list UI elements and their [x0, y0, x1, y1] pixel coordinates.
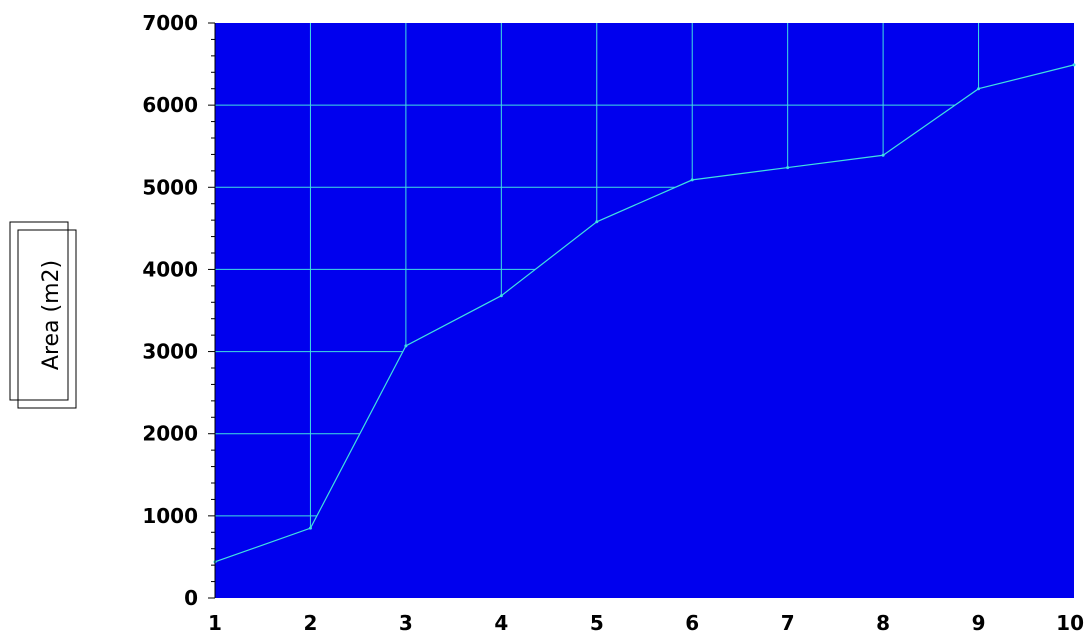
y-tick-label: 3000	[142, 340, 198, 364]
y-axis-label: Area (m2)	[39, 260, 64, 370]
ylabel-group: Area (m2)	[9, 221, 77, 409]
data-point	[690, 178, 694, 182]
x-tick-label: 1	[208, 611, 222, 635]
y-tick-label: 4000	[142, 257, 198, 281]
ylabel-box-outer	[9, 221, 69, 401]
y-ticks: 0 1000 2000 3000 4000 5000 6000 7000	[142, 11, 215, 610]
data-point	[977, 87, 981, 91]
x-tick-label: 8	[876, 611, 890, 635]
x-ticks: 1 2 3 4 5 6 7 8 9 10	[208, 611, 1084, 635]
y-tick-label: 6000	[142, 93, 198, 117]
x-tick-label: 6	[685, 611, 699, 635]
ylabel-box-inner	[17, 229, 77, 409]
data-point	[404, 344, 408, 348]
y-tick-label: 5000	[142, 175, 198, 199]
x-tick-label: 5	[590, 611, 604, 635]
x-tick-label: 10	[1056, 611, 1084, 635]
x-tick-label: 2	[303, 611, 317, 635]
y-tick-label: 1000	[142, 504, 198, 528]
data-point	[1072, 63, 1076, 67]
series-area	[215, 64, 1074, 598]
y-tick-label: 7000	[142, 11, 198, 35]
data-point	[308, 526, 312, 530]
x-tick-label: 4	[494, 611, 508, 635]
data-point	[881, 153, 885, 157]
y-tick-label: 2000	[142, 422, 198, 446]
x-tick-label: 7	[781, 611, 795, 635]
series-line	[214, 64, 1075, 563]
data-point	[786, 166, 790, 170]
x-tick-label: 3	[399, 611, 413, 635]
data-point	[595, 220, 599, 224]
x-tick-label: 9	[972, 611, 986, 635]
y-tick-label: 0	[184, 586, 198, 610]
data-point	[499, 294, 503, 298]
plot-area	[213, 23, 1076, 598]
